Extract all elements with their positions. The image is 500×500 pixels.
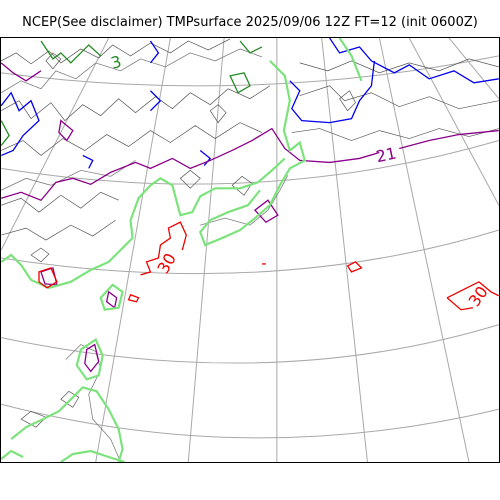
meridian-line <box>448 38 499 100</box>
isotherm-27-line <box>75 337 104 381</box>
coastline <box>1 160 136 191</box>
isotherm-18-line <box>289 60 376 124</box>
isotherm-30-line <box>38 267 58 289</box>
isotherm-30 <box>38 221 499 311</box>
isotherm-24 <box>1 40 263 146</box>
isotherm-thin <box>1 191 119 213</box>
isotherm-18-line <box>329 38 499 84</box>
coastline <box>65 344 121 462</box>
parallel-line <box>1 55 499 87</box>
isotherm-27-line <box>10 386 124 462</box>
contour-label-3: 3 <box>109 52 124 73</box>
isotherm-30-line <box>446 297 474 311</box>
isotherm-30-line <box>446 281 499 299</box>
isotherm-21-line <box>254 199 279 223</box>
isotherm-21-line <box>105 290 118 309</box>
isotherm-thin <box>1 219 116 241</box>
meridian-line <box>321 38 368 462</box>
isotherm-21-line <box>399 129 499 150</box>
isotherm-27-line <box>60 449 125 462</box>
isotherm-thin <box>299 85 499 110</box>
contour-label-21: 21 <box>374 144 398 167</box>
graticule <box>1 38 499 462</box>
parallel-line <box>1 140 499 185</box>
meridian-line <box>187 38 225 462</box>
isotherm-24-line <box>40 40 102 64</box>
isotherm-24-line <box>1 120 10 146</box>
coastline <box>200 175 289 226</box>
parallel-line <box>1 403 499 439</box>
thin-isotherms <box>1 38 499 428</box>
isotherm-27-line <box>338 38 363 82</box>
isotherm-thin <box>30 247 50 263</box>
isotherm-thin <box>291 128 499 141</box>
coastlines <box>1 48 289 462</box>
isotherm-21 <box>1 62 499 373</box>
meridian-line <box>408 38 499 206</box>
isotherm-27 <box>1 38 363 462</box>
isotherm-24-line <box>229 72 251 94</box>
isotherm-thin <box>209 104 227 124</box>
isotherm-30-line <box>140 221 187 276</box>
isotherm-21-line <box>58 119 74 142</box>
isotherm-30-line <box>346 261 363 273</box>
isotherm-thin <box>60 390 80 408</box>
isotherm-27-line <box>99 283 124 311</box>
isotherm-thin <box>1 122 263 156</box>
isotherm-18 <box>1 38 499 169</box>
map-title: NCEP(See disclaimer) TMPsurface 2025/09/… <box>22 15 478 30</box>
isotherm-21-line <box>84 343 100 373</box>
isotherm-18-line <box>82 154 94 169</box>
parallel-line <box>1 324 499 364</box>
isotherm-thin <box>339 90 356 112</box>
isotherm-21-line <box>1 62 42 82</box>
parallel-line <box>1 229 499 275</box>
isotherm-27-line <box>1 449 24 460</box>
map-canvas: 3 21 30 30 <box>1 38 499 462</box>
isotherm-30-line <box>127 293 140 303</box>
isotherm-24-line <box>239 40 263 54</box>
isotherm-18-line <box>149 40 160 64</box>
isotherm-thin <box>179 169 201 189</box>
isotherm-thin <box>1 85 271 122</box>
meridian-line <box>95 38 171 462</box>
meridian-line <box>378 38 470 462</box>
isotherm-21-line <box>1 127 380 202</box>
coastline <box>1 48 263 94</box>
isotherm-18-line <box>199 149 212 166</box>
isotherm-18-line <box>150 90 162 112</box>
isotherm-27-line <box>198 60 307 247</box>
isotherm-18-line <box>1 91 40 157</box>
temperature-map: 3 21 30 30 <box>0 37 500 463</box>
isotherm-thin <box>1 38 231 65</box>
meridian-line <box>1 38 110 251</box>
isotherm-thin <box>299 58 499 74</box>
